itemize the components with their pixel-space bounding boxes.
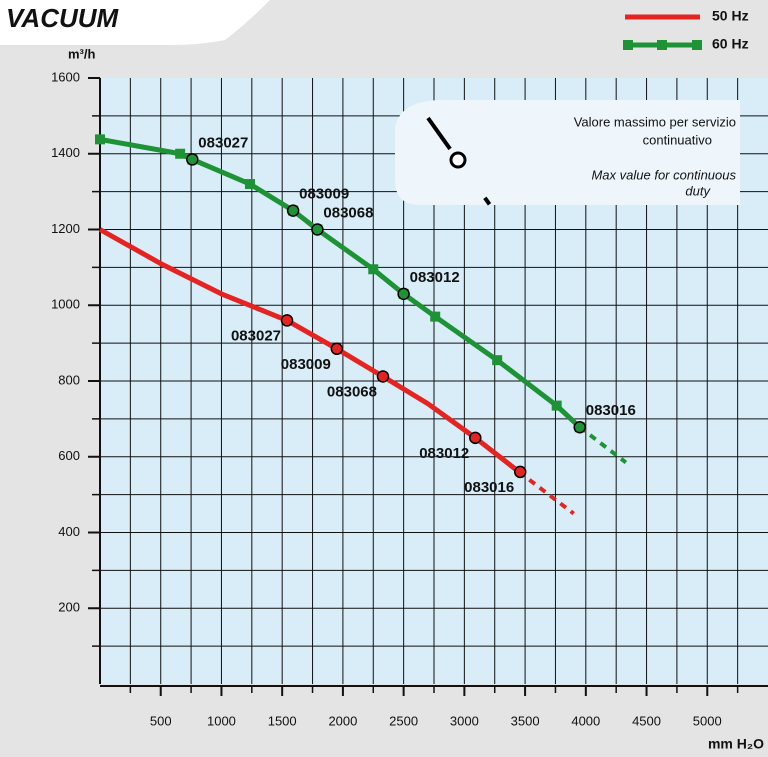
model-label: 083027 (231, 327, 281, 344)
annotation-text: Valore massimo per servizio (574, 114, 736, 129)
x-tick-label: 5000 (693, 713, 722, 728)
annotation-text: duty (685, 183, 711, 198)
series-extension (517, 470, 575, 516)
series-extension (578, 425, 628, 465)
model-point (469, 431, 482, 445)
legend-marker (623, 40, 633, 50)
x-axis-label: mm H₂O (708, 736, 764, 752)
model-label: 083016 (464, 479, 514, 496)
model-point (280, 314, 294, 327)
title-tab (0, 0, 270, 45)
x-tick-label: 1500 (268, 713, 297, 728)
model-label: 083068 (323, 204, 373, 221)
y-tick-label: 200 (58, 600, 80, 615)
legend-marker (692, 40, 702, 50)
model-point (376, 370, 390, 383)
model-point (186, 153, 199, 166)
y-axis-label: m³/h (68, 46, 96, 61)
y-tick-label: 600 (58, 448, 80, 463)
legend-label: 60 Hz (712, 36, 749, 52)
legend-marker (657, 40, 667, 50)
annotation-symbol-circle (449, 151, 467, 169)
model-label: 083009 (299, 186, 349, 203)
series-marker (368, 264, 379, 275)
y-tick-label: 800 (58, 372, 80, 387)
series-marker (175, 148, 186, 159)
model-point (311, 223, 324, 236)
model-label: 083012 (419, 445, 469, 462)
x-tick-label: 3500 (511, 713, 540, 728)
model-label: 083009 (281, 356, 331, 373)
y-tick-label: 1000 (51, 297, 80, 312)
model-point (397, 287, 410, 301)
y-tick-label: 1200 (51, 221, 80, 236)
x-tick-label: 2000 (328, 713, 357, 728)
model-point (513, 465, 527, 479)
model-label: 083068 (327, 383, 377, 400)
series-marker (551, 400, 562, 411)
series-marker (492, 355, 503, 366)
series-marker (244, 179, 255, 190)
annotation-text: Max value for continuous (591, 167, 736, 182)
x-tick-label: 2500 (389, 713, 418, 728)
model-point (286, 204, 300, 217)
model-label: 083016 (586, 402, 636, 419)
model-label: 083012 (410, 269, 460, 286)
legend-label: 50 Hz (712, 8, 749, 24)
model-point (573, 420, 586, 434)
y-tick-label: 400 (58, 524, 80, 539)
x-tick-label: 1000 (207, 713, 236, 728)
model-label: 083027 (198, 134, 248, 151)
series-marker (430, 311, 441, 322)
chart-title: VACUUM (6, 3, 120, 33)
y-tick-label: 1400 (51, 145, 80, 160)
annotation-text: continuativo (643, 132, 712, 147)
x-tick-label: 500 (150, 713, 172, 728)
x-tick-label: 3000 (450, 713, 479, 728)
x-tick-label: 4500 (632, 713, 661, 728)
series-marker (95, 134, 105, 145)
y-tick-label: 1600 (51, 69, 80, 84)
x-tick-label: 4000 (571, 713, 600, 728)
annotation-box (395, 99, 740, 205)
model-point (330, 342, 344, 356)
